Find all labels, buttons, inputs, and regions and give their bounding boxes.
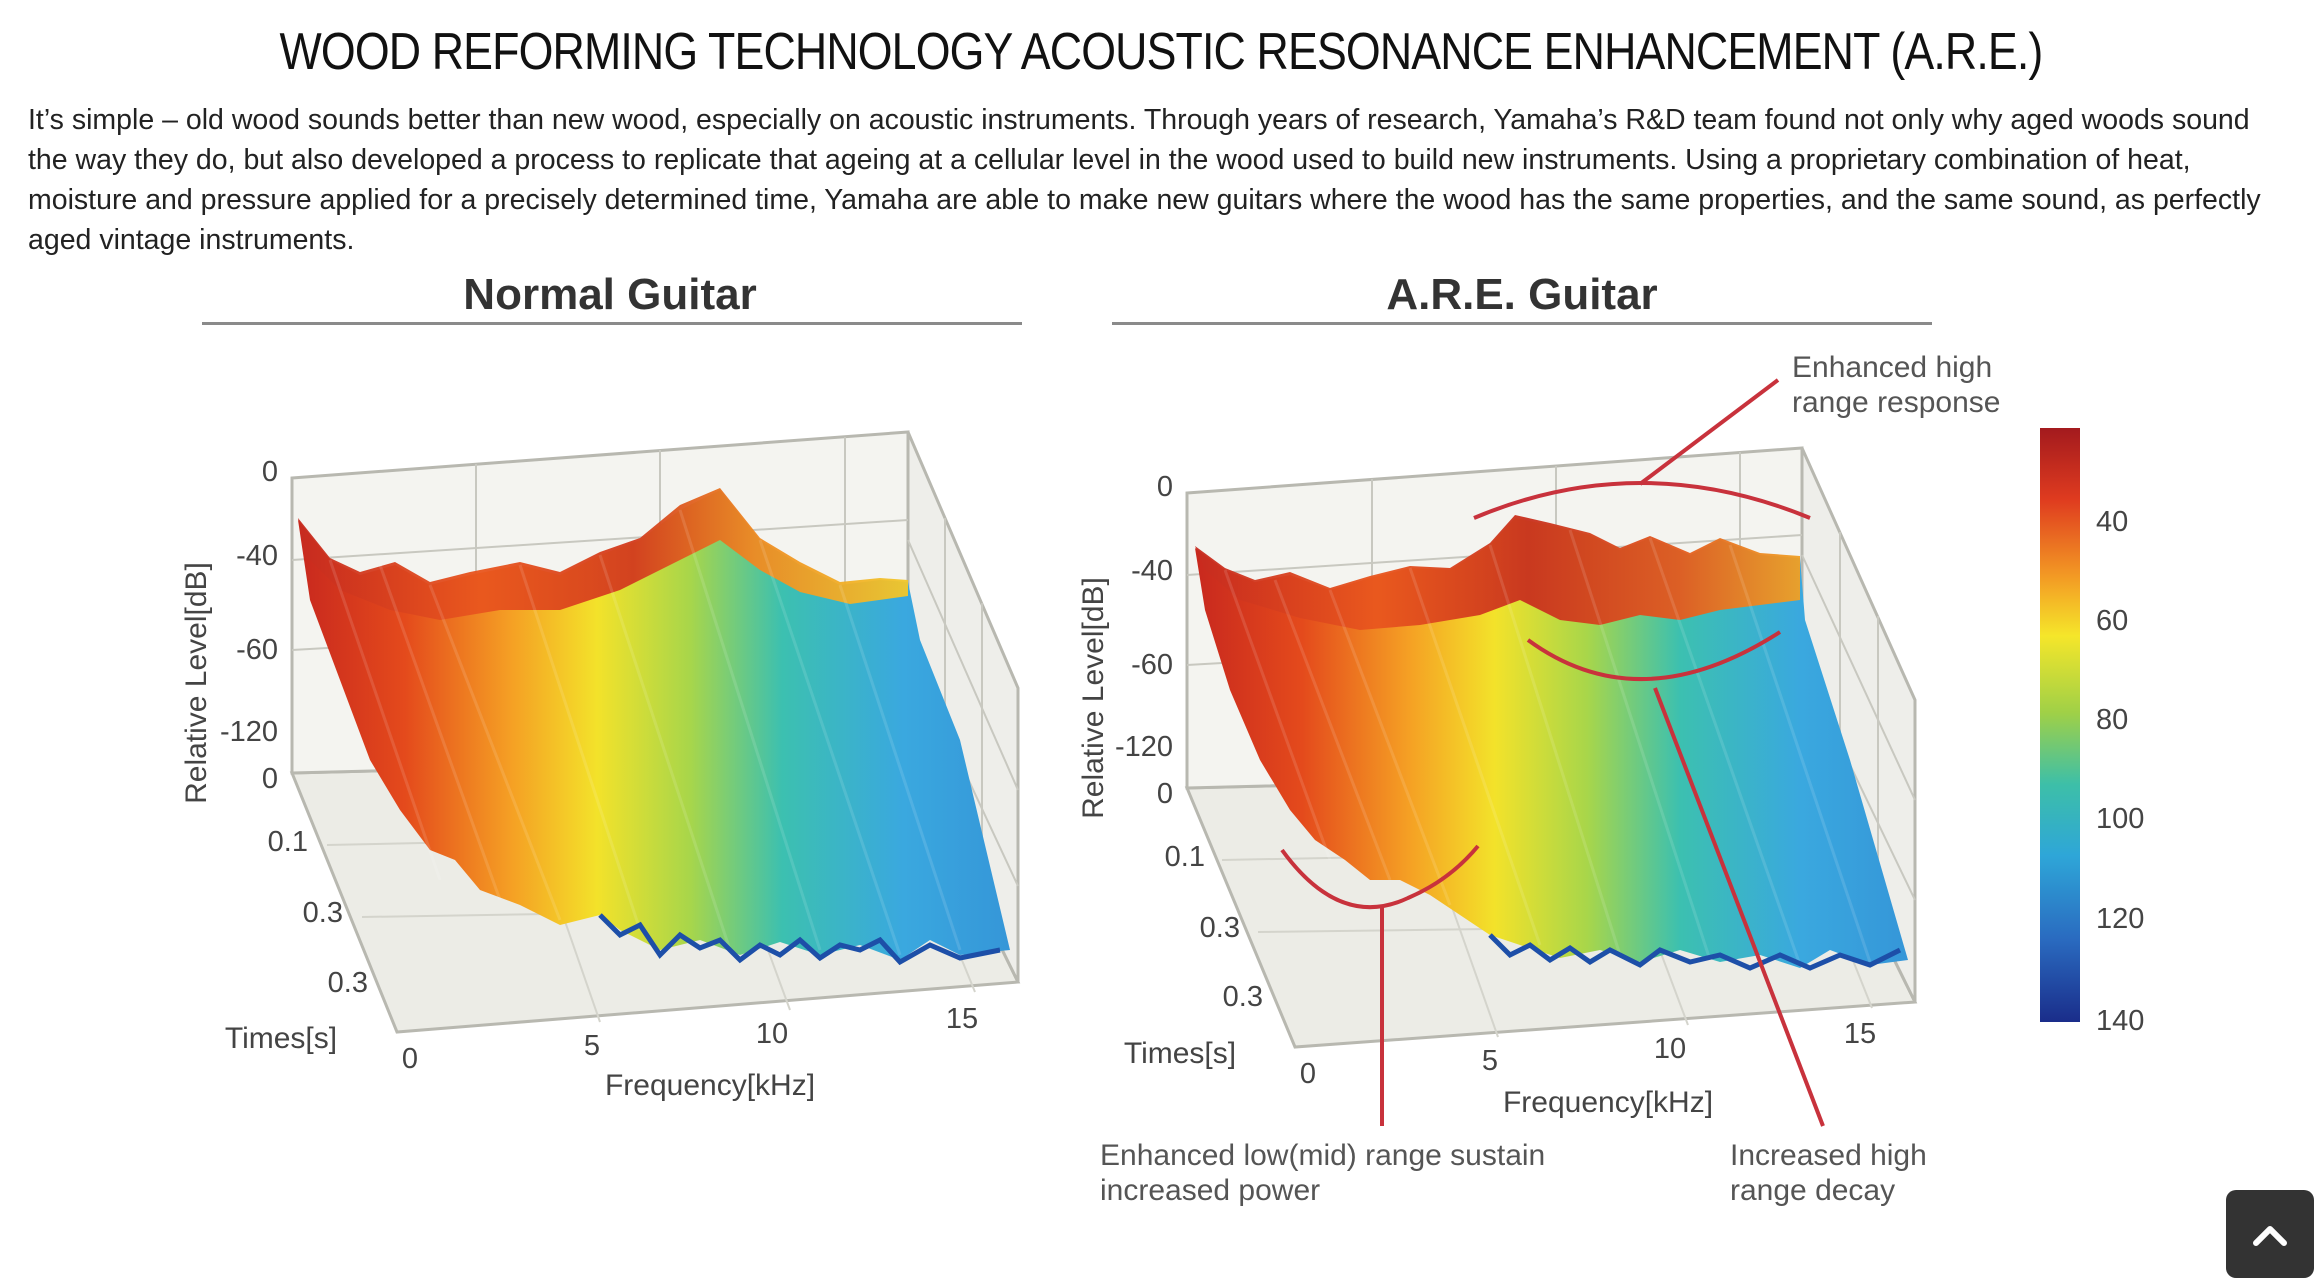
z-axis-label: Times[s] xyxy=(1124,1037,1236,1070)
y-tick-label: -60 xyxy=(236,634,278,666)
chevron-up-icon xyxy=(2253,1226,2287,1246)
z-tick-label: 0.3 xyxy=(1223,981,1263,1013)
annotation-lines xyxy=(1280,378,1825,1127)
x-tick-label: 10 xyxy=(756,1018,788,1050)
x-axis-label: Frequency[kHz] xyxy=(605,1069,815,1102)
y-tick-label: -120 xyxy=(220,716,278,748)
y-tick-label: 0 xyxy=(262,456,278,488)
colorbar-gradient xyxy=(2040,428,2080,1022)
y-tick-label: 0 xyxy=(1157,471,1173,503)
annotation-leader-high-response xyxy=(1638,378,1780,486)
chart-normal-guitar: 0 -40 -60 -120 0 0.1 0.3 0.3 0 5 10 15 F… xyxy=(180,430,1021,1102)
z-tick-label: 0 xyxy=(262,763,278,795)
x-tick-label: 10 xyxy=(1654,1033,1686,1065)
surface-top-ridge xyxy=(298,488,908,620)
annotation-high-response-line2: range response xyxy=(1792,386,2000,419)
panel-rule-normal xyxy=(202,322,1022,325)
surface-front-face xyxy=(1195,518,1908,968)
x-tick-label: 15 xyxy=(946,1003,978,1035)
y-tick-label: -40 xyxy=(1131,555,1173,587)
panel-title-normal: Normal Guitar xyxy=(463,270,757,319)
annotation-arc-low-mid xyxy=(1280,844,1480,910)
surface-ridges xyxy=(1223,529,1872,966)
y-tick-label: -40 xyxy=(236,540,278,572)
annotation-arc-high-decay xyxy=(1526,630,1782,682)
scroll-to-top-button[interactable] xyxy=(2226,1190,2314,1278)
x-tick-label: 5 xyxy=(1482,1045,1498,1077)
z-tick-label: 0.3 xyxy=(303,897,343,929)
annotation-high-response-line1: Enhanced high xyxy=(1792,351,1992,384)
y-tick-label: -120 xyxy=(1115,731,1173,763)
surface-ridges xyxy=(328,509,962,956)
y-axis-label: Relative Level[dB] xyxy=(1077,577,1110,819)
page-title: WOOD REFORMING TECHNOLOGY ACOUSTIC RESON… xyxy=(279,23,2044,81)
z-tick-label: 0.3 xyxy=(328,967,368,999)
colorbar-tick-label: 100 xyxy=(2096,803,2144,835)
z-tick-label: 0 xyxy=(1157,778,1173,810)
surface-bottom-edge xyxy=(1488,933,1902,971)
colorbar-tick-label: 80 xyxy=(2096,704,2128,736)
z-tick-label: 0.1 xyxy=(268,826,308,858)
x-tick-label: 15 xyxy=(1844,1018,1876,1050)
surface-top-ridge xyxy=(1195,515,1800,630)
surface-bottom-edge xyxy=(598,913,1001,966)
panel-title-are: A.R.E. Guitar xyxy=(1386,270,1658,319)
panel-rule-are xyxy=(1112,322,1932,325)
annotation-leader-high-decay xyxy=(1653,687,1825,1127)
colorbar-tick-label: 140 xyxy=(2096,1005,2144,1037)
annotation-low-mid-line1: Enhanced low(mid) range sustain xyxy=(1100,1139,1545,1172)
colorbar-tick-label: 120 xyxy=(2096,903,2144,935)
z-axis-label: Times[s] xyxy=(225,1022,337,1055)
z-tick-label: 0.3 xyxy=(1200,912,1240,944)
colorbar: 40 60 80 100 120 140 xyxy=(2040,428,2144,1037)
intro-paragraph: It’s simple – old wood sounds better tha… xyxy=(28,104,2261,256)
y-axis-label: Relative Level[dB] xyxy=(180,562,213,804)
annotation-low-mid-line2: increased power xyxy=(1100,1174,1320,1207)
y-tick-label: -60 xyxy=(1131,649,1173,681)
annotation-high-decay-line1: Increased high xyxy=(1730,1139,1927,1172)
x-tick-label: 0 xyxy=(402,1043,418,1075)
annotation-high-decay-line2: range decay xyxy=(1730,1174,1895,1207)
colorbar-tick-label: 60 xyxy=(2096,605,2128,637)
chart-are-guitar: 0 -40 -60 -120 0 0.1 0.3 0.3 0 5 10 15 F… xyxy=(1077,351,2000,1207)
x-axis-label: Frequency[kHz] xyxy=(1503,1086,1713,1119)
x-tick-label: 5 xyxy=(584,1030,600,1062)
z-tick-label: 0.1 xyxy=(1165,841,1205,873)
colorbar-tick-label: 40 xyxy=(2096,506,2128,538)
x-tick-label: 0 xyxy=(1300,1058,1316,1090)
